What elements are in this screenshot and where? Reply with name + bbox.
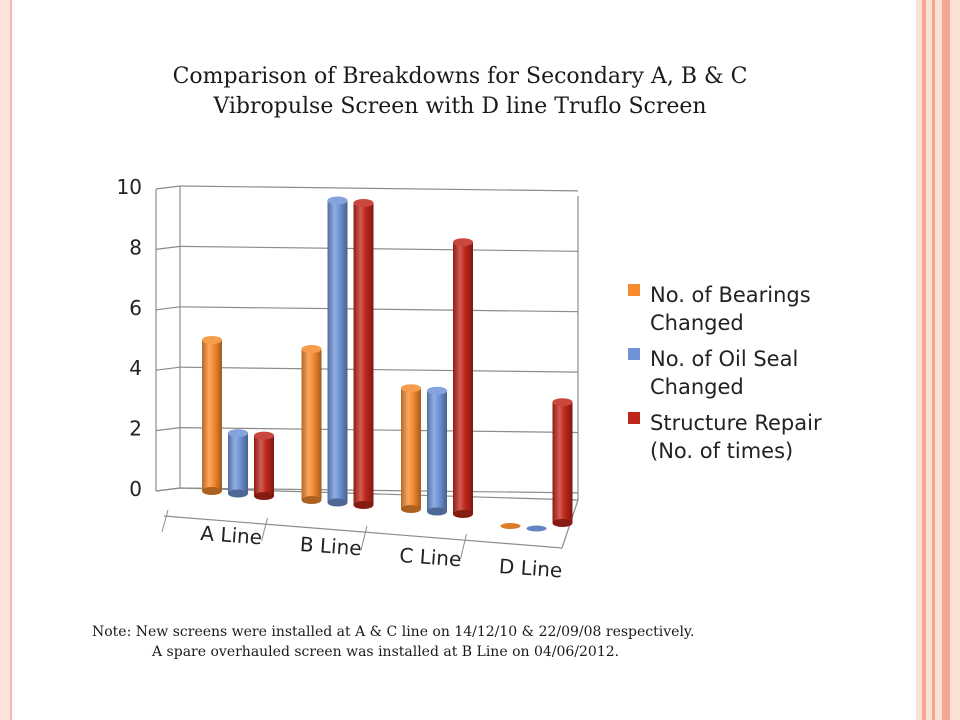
x-divider xyxy=(261,517,268,542)
bar-1-2 xyxy=(427,390,447,512)
bar-top xyxy=(327,196,348,205)
x-divider xyxy=(460,533,467,560)
chart-floor xyxy=(155,487,579,549)
bar-1-1 xyxy=(327,200,348,503)
bar-2-2 xyxy=(453,242,473,514)
bar-top xyxy=(254,431,274,440)
x-tick-label: D Line xyxy=(498,554,563,582)
bar-top xyxy=(401,384,421,393)
legend-label-cont: (No. of times) xyxy=(650,439,793,463)
bar-base xyxy=(427,507,447,516)
bar-1-3 xyxy=(526,525,547,532)
bar-base xyxy=(353,501,374,509)
bar-base xyxy=(301,496,322,504)
chart-title-line-2: Vibropulse Screen with D line Truflo Scr… xyxy=(213,94,707,119)
bar-top xyxy=(202,336,222,344)
bar-base xyxy=(401,505,421,513)
y-tick-label: 2 xyxy=(129,417,142,441)
gridline-side xyxy=(155,306,181,311)
legend-label-cont: Changed xyxy=(650,311,744,335)
bar-top xyxy=(301,345,322,353)
bar-top xyxy=(228,429,248,438)
y-tick-label: 6 xyxy=(129,296,142,320)
gridline xyxy=(179,185,579,192)
bar-base xyxy=(453,510,473,518)
bar-2-3 xyxy=(552,402,573,523)
bar-0-2 xyxy=(401,388,421,509)
x-tick-label: A Line xyxy=(200,521,263,549)
bar-base xyxy=(228,489,248,498)
x-divider xyxy=(360,525,368,551)
bar-top xyxy=(552,398,573,407)
gridline xyxy=(179,245,579,252)
bar-0-1 xyxy=(301,349,322,500)
slide-left-border xyxy=(0,0,12,720)
chart-title-line-1: Comparison of Breakdowns for Secondary A… xyxy=(172,64,748,89)
y-tick-label: 8 xyxy=(129,235,142,259)
bar-base xyxy=(552,519,573,527)
y-tick-label: 0 xyxy=(129,477,142,501)
bar-base xyxy=(202,487,222,495)
slide-right-border xyxy=(916,0,960,720)
bar-top xyxy=(353,199,374,207)
bar-2-0 xyxy=(254,435,274,496)
gridline xyxy=(179,366,579,373)
gridline-side xyxy=(155,185,181,190)
legend-label: No. of Oil Seal xyxy=(650,347,798,371)
legend-swatch xyxy=(628,348,640,360)
gridline-side xyxy=(155,427,181,432)
y-tick-label: 10 xyxy=(117,175,142,199)
x-tick-label: C Line xyxy=(399,543,463,571)
footnote-line-1: Note: New screens were installed at A & … xyxy=(92,624,695,640)
legend-label: No. of Bearings xyxy=(650,283,811,307)
bar-1-0 xyxy=(228,433,248,494)
y-tick-label: 4 xyxy=(129,356,142,380)
bar-0-3 xyxy=(500,523,521,529)
bar-base xyxy=(327,498,348,507)
bar-base xyxy=(254,492,274,500)
bar-top xyxy=(453,238,473,247)
gridline xyxy=(179,306,579,313)
bar-2-1 xyxy=(353,203,374,505)
gridline xyxy=(179,427,579,434)
footnote-line-2: A spare overhauled screen was installed … xyxy=(152,644,620,660)
x-tick-label: B Line xyxy=(299,532,362,560)
legend-label-cont: Changed xyxy=(650,375,744,399)
gridline-side xyxy=(155,366,181,371)
gridline-side xyxy=(155,245,181,250)
chart-title: Comparison of Breakdowns for Secondary A… xyxy=(80,62,840,122)
legend-swatch xyxy=(628,412,640,424)
bar-0-0 xyxy=(202,340,222,491)
legend-swatch xyxy=(628,284,640,296)
footnote: Note: New screens were installed at A & … xyxy=(92,622,694,662)
x-divider xyxy=(161,509,169,533)
bar-chart: 0 2 4 6 8 10 A Line B Line C Line D Line No. of Be… xyxy=(117,175,822,582)
bar-top xyxy=(427,386,447,395)
legend-label: Structure Repair xyxy=(650,411,822,435)
